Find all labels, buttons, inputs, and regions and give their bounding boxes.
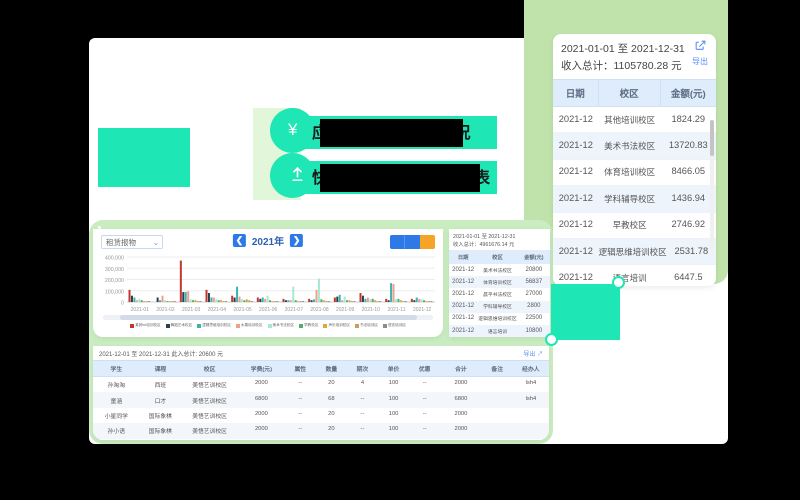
svg-text:2021-08: 2021-08 bbox=[310, 307, 329, 313]
svg-text:2021-07: 2021-07 bbox=[285, 307, 304, 313]
svg-text:200,000: 200,000 bbox=[105, 278, 124, 284]
svg-text:2021-03: 2021-03 bbox=[182, 307, 201, 313]
svg-text:2021-12: 2021-12 bbox=[413, 307, 432, 313]
svg-text:2021-05: 2021-05 bbox=[233, 307, 252, 313]
svg-text:2021-04: 2021-04 bbox=[208, 307, 227, 313]
svg-text:2021-01: 2021-01 bbox=[131, 307, 150, 313]
svg-text:100,000: 100,000 bbox=[105, 289, 124, 295]
svg-text:400,000: 400,000 bbox=[105, 256, 124, 262]
svg-text:0: 0 bbox=[121, 301, 124, 307]
svg-text:300,000: 300,000 bbox=[105, 267, 124, 273]
svg-text:2021-11: 2021-11 bbox=[388, 307, 406, 313]
svg-text:2021-02: 2021-02 bbox=[156, 307, 175, 313]
svg-text:2021-10: 2021-10 bbox=[362, 307, 381, 313]
svg-text:2021-06: 2021-06 bbox=[259, 307, 278, 313]
svg-text:2021-09: 2021-09 bbox=[336, 307, 355, 313]
